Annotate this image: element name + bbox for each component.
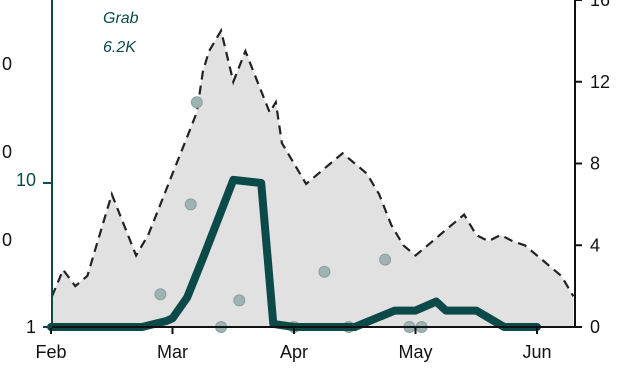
annotation-name: Grab [103, 10, 139, 27]
y-right-tick-label: 0 [590, 317, 600, 337]
y-right-tick-label: 16 [590, 0, 610, 10]
y-left-tick-label: 10 [16, 170, 36, 190]
x-tick-label: Mar [157, 342, 188, 362]
y-left-tick-label: 0 [2, 142, 12, 162]
annotation-value: 6.2K [103, 39, 137, 56]
scatter-point [154, 288, 167, 301]
y-left-tick-label: 0 [2, 230, 12, 250]
y-right-tick-label: 4 [590, 235, 600, 255]
x-tick-label: Feb [35, 342, 66, 362]
scatter-point [184, 198, 197, 211]
area-fill [52, 30, 574, 327]
scatter-point [190, 96, 203, 109]
x-tick-label: Apr [280, 342, 308, 362]
x-tick-label: May [398, 342, 432, 362]
y-right-tick-label: 12 [590, 72, 610, 92]
scatter-point [233, 294, 246, 307]
scatter-point [318, 265, 331, 278]
area-dashed-line [50, 27, 575, 297]
y-right-tick-label: 8 [590, 154, 600, 174]
scatter-point [379, 253, 392, 266]
y-left-tick-label: 0 [2, 54, 12, 74]
y-left-tick-label: 1 [26, 317, 36, 337]
area-layer [50, 27, 575, 327]
x-tick-label: Jun [522, 342, 551, 362]
